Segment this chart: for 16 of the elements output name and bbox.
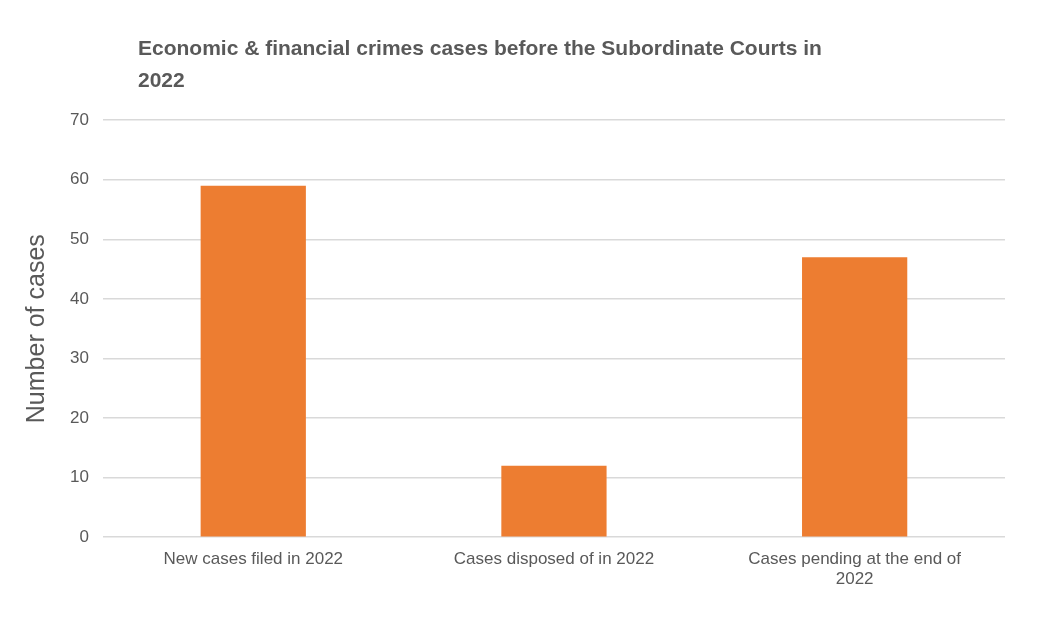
y-tick-label: 60 [69, 169, 89, 189]
bar [501, 465, 607, 537]
chart-title: Economic & financial crimes cases before the Subordinate Courts in 2022 [137, 35, 823, 93]
x-tick-label: Cases disposed of in 2022 [453, 549, 655, 569]
bar [802, 257, 908, 537]
y-axis-title: Number of cases [20, 234, 49, 424]
y-tick-label: 30 [69, 348, 89, 368]
y-tick-label: 0 [79, 526, 89, 546]
y-tick-label: 50 [69, 229, 89, 249]
x-tick-label: Cases pending at the end of 2022 [748, 549, 962, 589]
bar [200, 185, 306, 537]
y-tick-label: 70 [69, 109, 89, 129]
y-tick-label: 20 [69, 407, 89, 427]
x-tick-label: New cases filed in 2022 [163, 549, 344, 569]
y-tick-label: 10 [69, 467, 89, 487]
y-tick-label: 40 [69, 288, 89, 308]
